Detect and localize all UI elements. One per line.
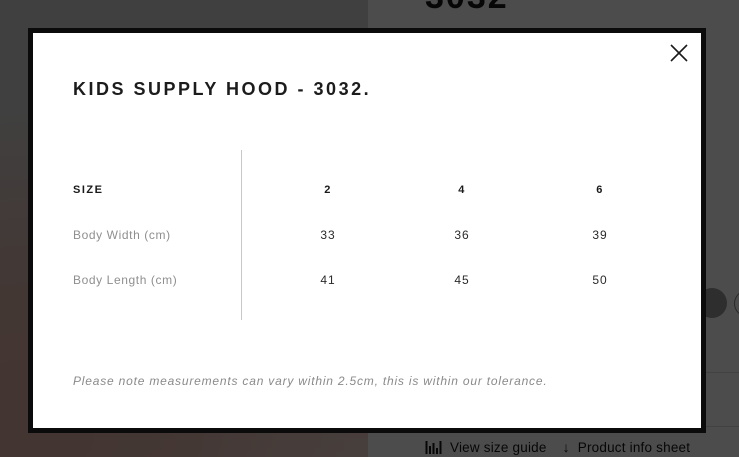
size-header-2: 2 — [324, 183, 332, 196]
body-length-size-4: 45 — [454, 272, 470, 287]
size-header-4: 4 — [458, 183, 466, 196]
body-width-size-6: 39 — [592, 227, 608, 242]
size-column-header: SIZE — [73, 183, 104, 196]
close-icon — [670, 44, 688, 62]
body-length-size-6: 50 — [592, 272, 608, 287]
table-row: Body Length (cm) 41 45 50 — [73, 257, 673, 302]
size-header-6: 6 — [596, 183, 604, 196]
size-table-header-row: SIZE 2 4 6 — [73, 167, 673, 212]
row-label: Body Length (cm) — [73, 272, 178, 287]
body-width-size-4: 36 — [454, 227, 470, 242]
close-button[interactable] — [662, 36, 696, 70]
body-length-size-2: 41 — [320, 272, 336, 287]
row-label: Body Width (cm) — [73, 227, 171, 242]
table-divider — [241, 150, 242, 320]
tolerance-note: Please note measurements can vary within… — [73, 374, 548, 388]
modal-title: KIDS SUPPLY HOOD - 3032. — [73, 79, 372, 99]
size-table: SIZE 2 4 6 Body Width (cm) 33 36 39 Body… — [73, 167, 673, 302]
table-row: Body Width (cm) 33 36 39 — [73, 212, 673, 257]
size-guide-modal: KIDS SUPPLY HOOD - 3032. SIZE 2 4 6 Body… — [28, 28, 706, 433]
body-width-size-2: 33 — [320, 227, 336, 242]
